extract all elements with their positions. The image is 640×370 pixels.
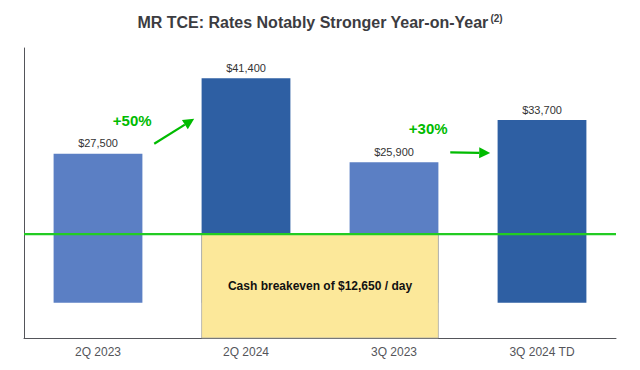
svg-text:+50%: +50% — [113, 112, 152, 129]
svg-text:(2): (2) — [490, 13, 502, 24]
svg-text:2Q 2024: 2Q 2024 — [223, 345, 269, 359]
svg-text:+30%: +30% — [409, 120, 448, 137]
svg-text:$27,500: $27,500 — [78, 137, 118, 149]
svg-text:$25,900: $25,900 — [374, 146, 414, 158]
svg-text:2Q 2023: 2Q 2023 — [75, 345, 121, 359]
svg-text:$41,400: $41,400 — [226, 62, 266, 74]
svg-text:3Q 2023: 3Q 2023 — [371, 345, 417, 359]
svg-text:Cash breakeven of $12,650 / da: Cash breakeven of $12,650 / day — [228, 279, 412, 293]
svg-text:3Q 2024 TD: 3Q 2024 TD — [509, 345, 574, 359]
svg-text:MR TCE: Rates Notably Stronger: MR TCE: Rates Notably Stronger Year-on-Y… — [137, 14, 488, 31]
svg-text:$33,700: $33,700 — [522, 104, 562, 116]
